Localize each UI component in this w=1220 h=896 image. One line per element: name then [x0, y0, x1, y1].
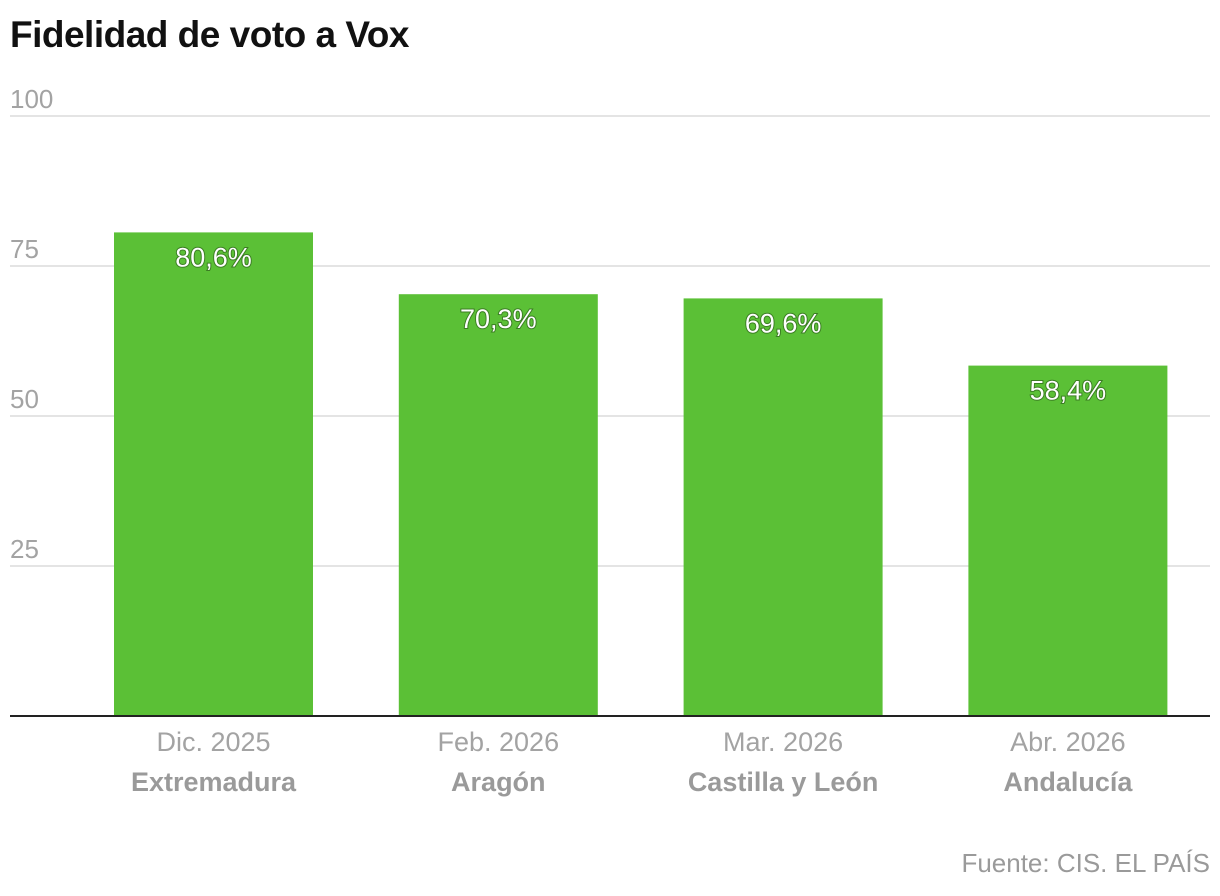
y-tick-label-75: 75 — [10, 234, 39, 264]
bar-value-label-3: 69,6% — [745, 308, 822, 338]
bar-value-labels: 80,6% 70,3% 69,6% 58,4% — [174, 241, 1107, 406]
bar-chart: 25 50 75 100 80,6% 70,3% 69,6% 58,4% Dic. 2025… — [10, 84, 1210, 797]
x-category-date-3: Mar. 2026 — [723, 727, 843, 757]
y-tick-label-50: 50 — [10, 384, 39, 414]
chart-title: Fidelidad de voto a Vox — [10, 14, 410, 55]
y-tick-label-100: 100 — [10, 84, 53, 114]
bar-2 — [398, 294, 598, 716]
bar-value-label-1: 80,6% — [175, 242, 252, 272]
bars — [114, 232, 1168, 716]
bar-4 — [968, 365, 1168, 716]
x-category-region-4: Andalucía — [1003, 767, 1133, 797]
x-category-region-2: Aragón — [451, 767, 546, 797]
y-tick-label-25: 25 — [10, 534, 39, 564]
x-axis-categories: Dic. 2025 Extremadura Feb. 2026 Aragón Mar. … — [131, 727, 1133, 797]
bar-value-label-4: 58,4% — [1030, 376, 1107, 406]
source-note: Fuente: CIS. EL PAÍS — [961, 848, 1210, 878]
x-category-region-3: Castilla y León — [688, 767, 879, 797]
x-category-region-1: Extremadura — [131, 767, 297, 797]
x-category-date-4: Abr. 2026 — [1010, 727, 1126, 757]
bar-1 — [114, 232, 313, 716]
bar-3 — [683, 298, 883, 716]
x-category-date-2: Feb. 2026 — [438, 727, 560, 757]
x-category-date-1: Dic. 2025 — [156, 727, 270, 757]
bar-value-label-2: 70,3% — [460, 304, 537, 334]
y-axis-ticks: 25 50 75 100 — [10, 84, 53, 564]
